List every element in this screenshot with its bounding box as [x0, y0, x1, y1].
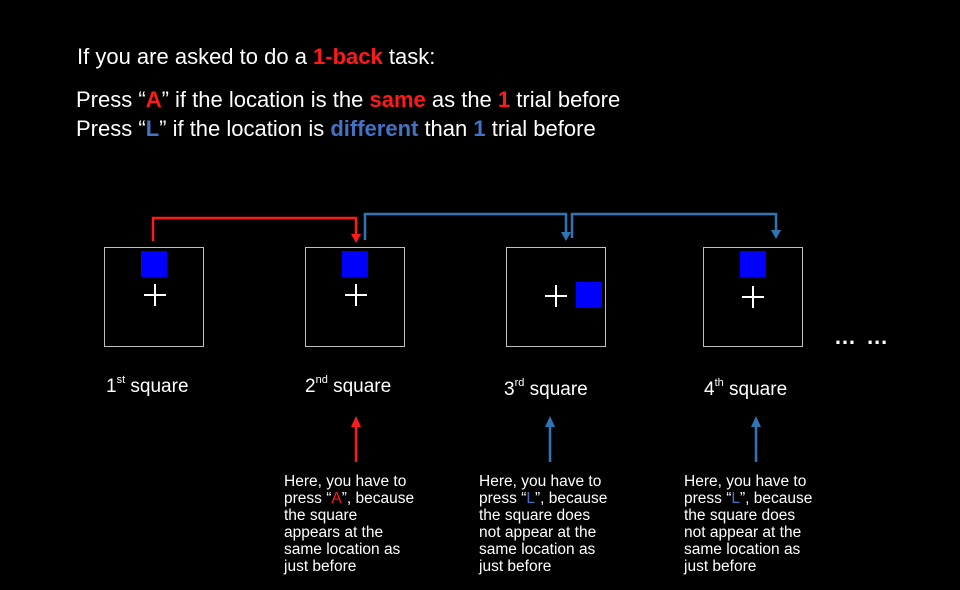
note-line: same location as — [284, 541, 401, 558]
note-line: press “L”, because — [684, 490, 844, 507]
key-a: A — [145, 87, 162, 112]
ordinal-number: 4 — [704, 379, 715, 400]
note-text: ”, because — [535, 490, 608, 507]
square-word: square — [529, 379, 588, 400]
note-key: L — [526, 490, 535, 507]
square-label-4: 4th square — [704, 377, 788, 401]
fixation-cross-icon — [144, 284, 166, 306]
note-pointer-arrowhead — [545, 416, 555, 427]
rule-same-text: Press “ — [76, 87, 146, 112]
note-line: just before — [684, 558, 757, 575]
ordinal-number: 1 — [106, 376, 117, 397]
ellipsis: … … — [834, 324, 891, 349]
note-text: press “ — [479, 490, 527, 507]
note-text: press “ — [684, 490, 732, 507]
trial-frame-1 — [104, 247, 204, 347]
rule-different-text: ” if the location is — [159, 116, 331, 141]
blue-arrowhead — [771, 230, 781, 239]
note-line: same location as — [684, 541, 801, 558]
rule-different: Press “L” if the location is different t… — [76, 116, 596, 142]
different-connector-arrow — [570, 212, 778, 238]
trial-frame-3 — [506, 247, 606, 347]
blue-arrowhead — [561, 232, 571, 241]
ordinal-number: 2 — [305, 376, 316, 397]
different-connector-arrow — [363, 212, 568, 240]
trial-frame-4 — [703, 247, 803, 347]
target-square — [576, 282, 602, 308]
rule-same-text: ” if the location is the — [161, 87, 370, 112]
trial-frame-2 — [305, 247, 405, 347]
note-line: the square — [284, 507, 358, 524]
fixation-cross-icon — [742, 286, 764, 308]
note-line: Here, you have to — [479, 473, 602, 490]
square-label-3: 3rd square — [504, 377, 588, 401]
square-label-1: 1st square — [106, 374, 189, 398]
note-line: not appear at the — [684, 524, 802, 541]
square-word: square — [333, 376, 392, 397]
ordinal-suffix: nd — [315, 374, 328, 386]
note-text: press “ — [284, 490, 332, 507]
same-connector-arrow — [151, 216, 358, 241]
note-key: L — [731, 490, 740, 507]
note-line: the square does — [684, 507, 796, 524]
note-line: press “A”, because — [284, 490, 444, 507]
note-line: Here, you have to — [284, 473, 407, 490]
target-square — [342, 251, 368, 277]
note-pointer-arrowhead — [351, 416, 361, 427]
square-word: square — [729, 379, 788, 400]
rule-same: Press “A” if the location is the same as… — [76, 87, 620, 113]
rule-different-text: trial before — [485, 116, 596, 141]
rule-same-text: trial before — [510, 87, 621, 112]
red-arrowhead — [351, 234, 361, 243]
explanation-note-3: Here, you have to press “L”, because the… — [479, 473, 639, 575]
n-back-number: 1 — [497, 87, 511, 112]
heading: If you are asked to do a 1-back task: — [77, 44, 435, 70]
explanation-note-4: Here, you have to press “L”, because the… — [684, 473, 844, 575]
fixation-cross-icon — [345, 284, 367, 306]
ordinal-number: 3 — [504, 379, 515, 400]
note-pointer-arrowhead — [751, 416, 761, 427]
ordinal-suffix: rd — [514, 377, 525, 389]
ordinal-suffix: st — [116, 374, 126, 386]
note-line: not appear at the — [479, 524, 597, 541]
target-square — [141, 251, 167, 277]
different-emphasis: different — [330, 116, 419, 141]
heading-task: 1-back — [313, 44, 383, 69]
note-line: the square does — [479, 507, 591, 524]
rule-different-text: than — [418, 116, 474, 141]
note-line: just before — [479, 558, 552, 575]
n-back-number: 1 — [473, 116, 486, 141]
square-word: square — [130, 376, 189, 397]
rule-different-text: Press “ — [76, 116, 146, 141]
same-emphasis: same — [369, 87, 426, 112]
heading-suffix: task: — [382, 44, 436, 69]
note-line: same location as — [479, 541, 596, 558]
target-square — [740, 251, 766, 277]
note-line: just before — [284, 558, 357, 575]
key-l: L — [145, 116, 160, 141]
rule-same-text: as the — [425, 87, 498, 112]
square-label-2: 2nd square — [305, 374, 392, 398]
heading-prefix: If you are asked to do a — [77, 44, 314, 69]
note-line: appears at the — [284, 524, 384, 541]
fixation-cross-icon — [545, 285, 567, 307]
note-key: A — [331, 490, 342, 507]
note-text: ”, because — [740, 490, 813, 507]
note-line: Here, you have to — [684, 473, 807, 490]
ordinal-suffix: th — [714, 377, 724, 389]
note-line: press “L”, because — [479, 490, 639, 507]
note-text: ”, because — [341, 490, 415, 507]
explanation-note-2: Here, you have to press “A”, because the… — [284, 473, 444, 575]
